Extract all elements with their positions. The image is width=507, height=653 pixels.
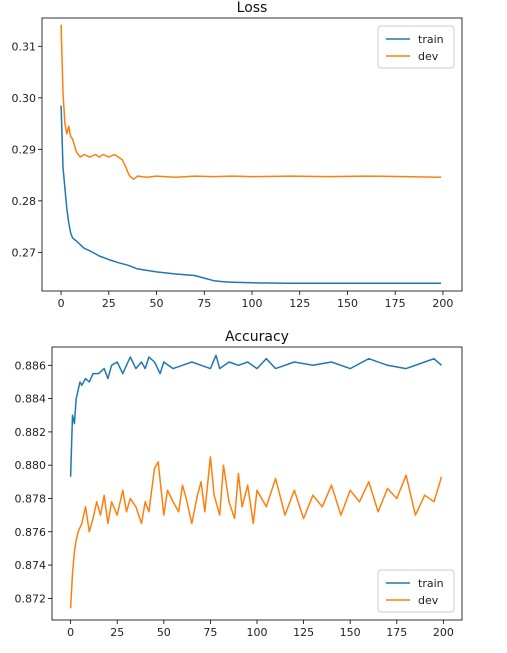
chart-title: Accuracy: [225, 329, 289, 345]
x-tick-label: 150: [340, 626, 361, 639]
legend-label-train: train: [418, 577, 444, 590]
y-tick-label: 0.878: [15, 492, 47, 505]
legend-box: [377, 25, 455, 69]
legend-box: [377, 569, 455, 613]
x-tick-label: 75: [197, 297, 211, 310]
chart-title: Loss: [237, 0, 268, 16]
x-tick-label: 175: [386, 626, 407, 639]
y-tick-label: 0.29: [12, 143, 37, 156]
legend-label-dev: dev: [418, 50, 439, 63]
x-tick-label: 25: [110, 626, 124, 639]
x-tick-label: 125: [289, 297, 310, 310]
x-tick-label: 175: [385, 297, 406, 310]
x-tick-label: 0: [58, 297, 65, 310]
x-tick-label: 200: [432, 297, 453, 310]
x-tick-label: 100: [242, 297, 263, 310]
legend-label-train: train: [418, 33, 444, 46]
y-tick-label: 0.872: [15, 592, 47, 605]
y-tick-label: 0.882: [15, 426, 47, 439]
series-line-dev: [60, 24, 442, 180]
legend: train dev: [377, 569, 455, 613]
x-tick-label: 75: [203, 626, 217, 639]
series-line-dev: [69, 456, 443, 609]
y-tick-label: 0.28: [12, 195, 37, 208]
subplot-loss: Loss 0 25 50 75 100 125 150 175 200 0.27 0.28 0.29 0.…: [12, 0, 463, 310]
series-line-train: [69, 354, 442, 477]
legend: train dev: [377, 25, 455, 69]
y-tick-label: 0.27: [12, 246, 37, 259]
x-tick-label: 125: [293, 626, 314, 639]
x-tick-label: 50: [157, 626, 171, 639]
y-tick-label: 0.31: [12, 40, 37, 53]
y-tick-label: 0.880: [15, 459, 47, 472]
x-tick-label: 150: [337, 297, 358, 310]
x-tick-label: 25: [102, 297, 116, 310]
series-line-train: [60, 105, 441, 285]
y-tick-label: 0.884: [15, 393, 47, 406]
x-tick-label: 50: [150, 297, 164, 310]
x-tick-label: 0: [67, 626, 74, 639]
y-tick-label: 0.874: [15, 559, 47, 572]
x-tick-label: 200: [433, 626, 454, 639]
subplot-accuracy: Accuracy 0 25 50 75 100 125 150 175 200 0.872 0.874…: [15, 329, 463, 639]
y-tick-label: 0.876: [15, 526, 47, 539]
y-tick-label: 0.886: [15, 359, 47, 372]
x-tick-label: 100: [247, 626, 268, 639]
y-tick-label: 0.30: [12, 92, 37, 105]
legend-label-dev: dev: [418, 594, 439, 607]
